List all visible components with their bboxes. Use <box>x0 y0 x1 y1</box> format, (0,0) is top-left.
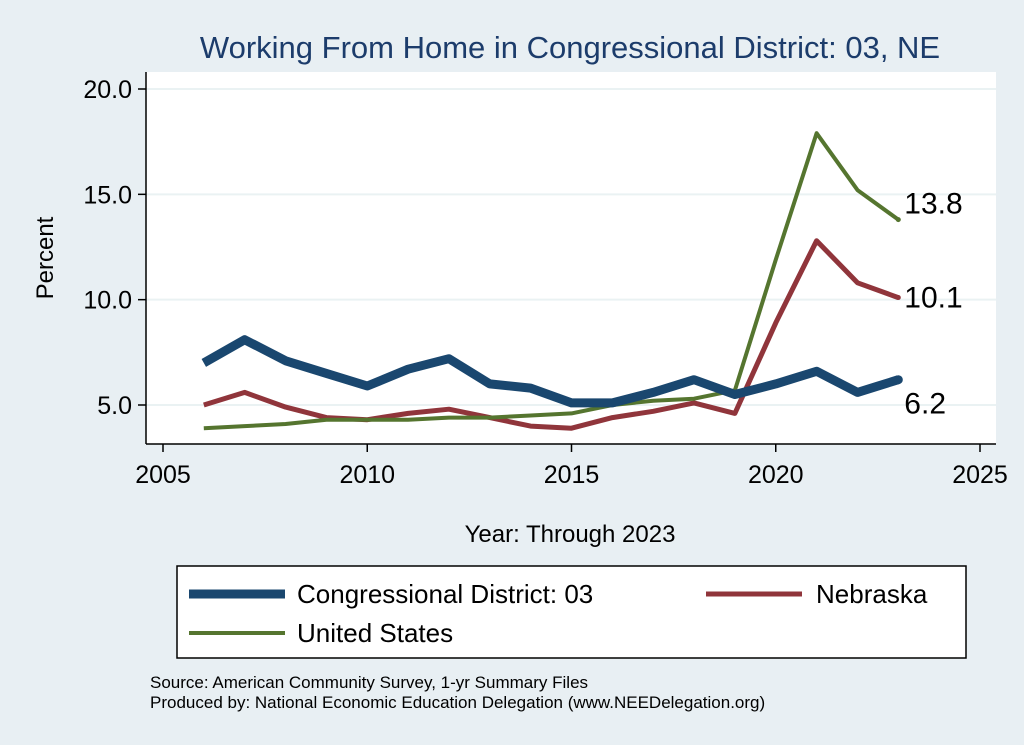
source-line-2: Produced by: National Economic Education… <box>150 693 765 712</box>
y-axis-label: Percent <box>32 216 59 299</box>
legend-label-united-states: United States <box>297 618 453 648</box>
series-end-point-united-states <box>895 217 901 223</box>
x-axis-ticks: 2005 2010 2015 2020 2025 <box>135 444 1008 489</box>
legend-label-cd03: Congressional District: 03 <box>297 579 593 609</box>
y-axis-ticks: 5.0 10.0 15.0 20.0 <box>83 76 146 420</box>
legend-label-nebraska: Nebraska <box>816 579 928 609</box>
series-lines <box>201 131 903 431</box>
end-label-united-states: 13.8 <box>904 188 962 221</box>
series-line-cd03 <box>201 335 900 408</box>
series-line-united-states <box>203 131 900 431</box>
x-tick-label: 2020 <box>748 461 804 489</box>
series-line-nebraska <box>203 238 900 431</box>
end-labels: 6.2 10.1 13.8 <box>904 188 962 421</box>
y-tick-label: 5.0 <box>97 392 132 420</box>
plot-area <box>146 72 996 444</box>
x-tick-label: 2005 <box>135 461 191 489</box>
x-tick-label: 2025 <box>952 461 1008 489</box>
y-tick-label: 20.0 <box>83 76 132 104</box>
legend-item-nebraska: Nebraska <box>706 579 928 609</box>
legend-box <box>176 565 967 659</box>
end-label-cd03: 6.2 <box>904 388 946 421</box>
legend-item-united-states: United States <box>189 618 453 648</box>
y-tick-label: 15.0 <box>83 181 132 209</box>
end-label-nebraska: 10.1 <box>904 282 962 315</box>
legend-item-cd03: Congressional District: 03 <box>189 579 593 609</box>
x-tick-label: 2010 <box>339 461 395 489</box>
series-end-point-nebraska <box>895 295 901 301</box>
x-axis-label: Year: Through 2023 <box>465 521 676 548</box>
series-end-point-cd03 <box>893 375 903 385</box>
x-tick-label: 2015 <box>544 461 600 489</box>
source-line-1: Source: American Community Survey, 1-yr … <box>150 673 588 692</box>
chart-title: Working From Home in Congressional Distr… <box>200 30 940 65</box>
grid-lines <box>146 88 996 406</box>
y-tick-label: 10.0 <box>83 287 132 315</box>
